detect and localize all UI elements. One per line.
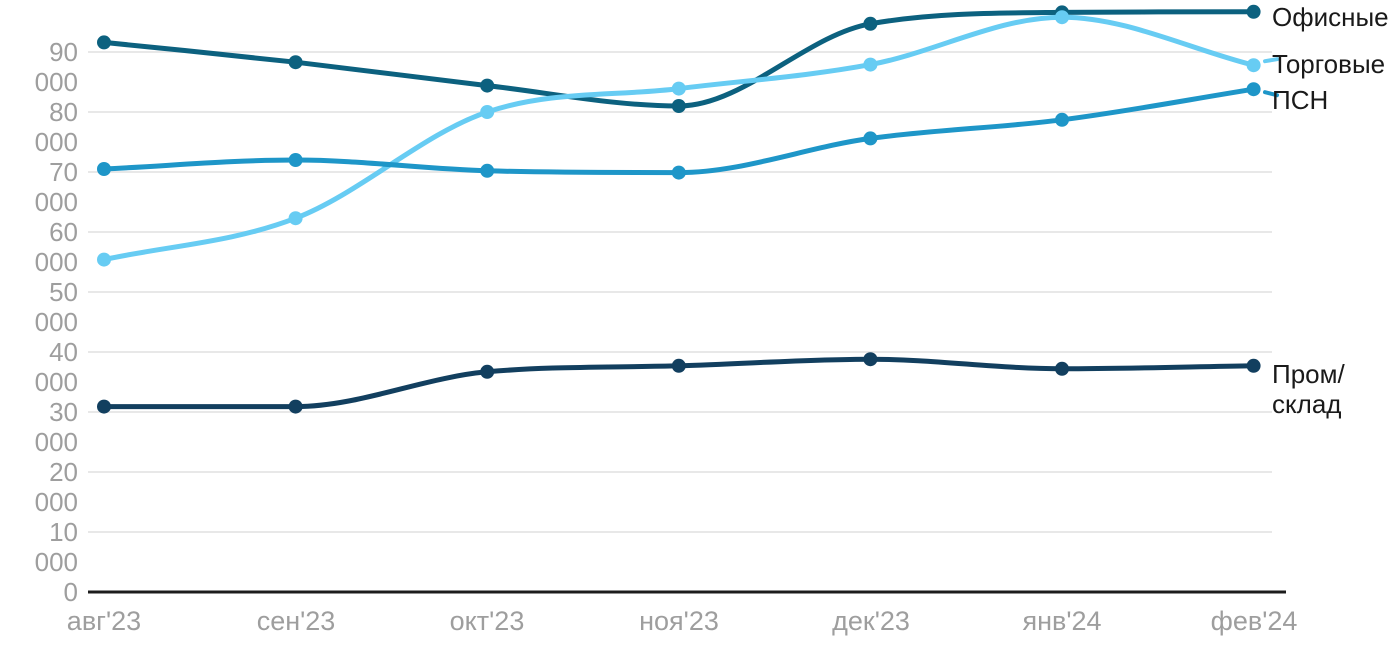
data-point xyxy=(863,352,878,367)
data-point xyxy=(480,105,495,119)
data-point xyxy=(288,153,303,167)
data-point xyxy=(1055,361,1069,376)
data-point xyxy=(863,57,878,72)
data-point xyxy=(1055,10,1069,25)
y-axis-tick-label: 0 xyxy=(63,577,78,607)
data-point xyxy=(863,131,878,146)
legend-label-psn: ПСН xyxy=(1272,85,1329,115)
y-axis-tick-label: 60 000 xyxy=(34,217,78,277)
x-axis-tick-label: авг'23 xyxy=(66,606,142,636)
x-axis-tick-label: окт'23 xyxy=(449,606,525,636)
data-point xyxy=(671,165,686,180)
x-axis-tick-label: фев'24 xyxy=(1210,606,1298,636)
data-point xyxy=(288,211,303,226)
x-axis-tick-label: сен'23 xyxy=(256,606,336,636)
y-axis-tick-label: 20 000 xyxy=(34,457,78,517)
data-point xyxy=(97,35,111,50)
data-point xyxy=(1246,58,1261,73)
data-point xyxy=(671,81,686,96)
data-point xyxy=(480,78,495,93)
legend-label-prom-sklad: Пром/ склад xyxy=(1272,359,1345,419)
x-axis-tick-label: ноя'23 xyxy=(639,606,719,636)
data-point xyxy=(1246,82,1261,97)
data-point xyxy=(480,364,495,379)
data-point xyxy=(863,16,878,31)
y-axis-tick-label: 90 000 xyxy=(34,37,78,97)
legend-leader-dash xyxy=(1263,57,1279,64)
data-point xyxy=(1246,358,1261,373)
data-point xyxy=(671,358,686,373)
data-point xyxy=(288,399,303,414)
data-point xyxy=(288,55,303,70)
y-axis-tick-label: 80 000 xyxy=(34,97,78,157)
y-axis-tick-label: 70 000 xyxy=(34,157,78,217)
series-line xyxy=(101,14,1257,263)
legend-leader-dash xyxy=(1263,90,1279,98)
y-axis-tick-label: 50 000 xyxy=(34,277,78,337)
data-point xyxy=(97,252,111,267)
data-point xyxy=(480,163,495,178)
data-point xyxy=(1055,112,1069,127)
data-point xyxy=(97,162,111,176)
y-axis-tick-label: 30 000 xyxy=(34,397,78,457)
data-point xyxy=(97,399,111,414)
y-axis-tick-label: 10 000 xyxy=(34,517,78,577)
x-axis-tick-label: дек'23 xyxy=(832,606,910,636)
y-axis-tick-label: 40 000 xyxy=(34,337,78,397)
legend-label-ofisnye: Офисные xyxy=(1272,2,1389,32)
data-point xyxy=(671,99,686,113)
data-point xyxy=(1246,4,1261,19)
legend-label-torgovye: Торговые xyxy=(1272,49,1386,79)
x-axis-tick-label: янв'24 xyxy=(1022,606,1102,636)
